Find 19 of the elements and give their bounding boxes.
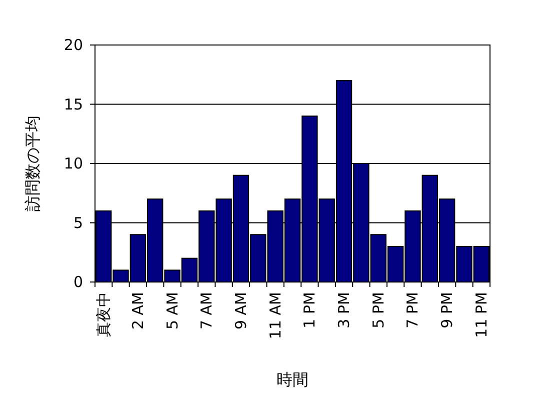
y-tick-label: 5 (73, 214, 83, 232)
y-tick-label: 0 (73, 273, 83, 291)
x-tick-label: 1 PM (300, 292, 319, 328)
x-tick-label: 7 AM (198, 292, 216, 330)
y-axis-title: 訪問数の平均 (23, 116, 42, 212)
y-tick-label: 20 (64, 36, 83, 54)
x-tick-label: 7 PM (404, 292, 422, 328)
y-tick-label: 10 (64, 154, 83, 172)
x-tick-label: 5 PM (369, 292, 388, 328)
x-tick-label: 真夜中 (94, 292, 113, 337)
x-tick-label: 11 PM (472, 292, 490, 338)
x-tick-label: 9 PM (438, 292, 456, 328)
x-axis-title: 時間 (276, 370, 308, 389)
x-tick-label: 2 AM (128, 292, 147, 330)
y-tick-label: 15 (64, 95, 83, 114)
x-tick-label: 11 AM (266, 292, 284, 340)
x-tick-label: 9 AM (232, 292, 250, 330)
x-tick-label: 3 PM (335, 292, 354, 328)
x-tick-label: 5 AM (163, 292, 182, 330)
